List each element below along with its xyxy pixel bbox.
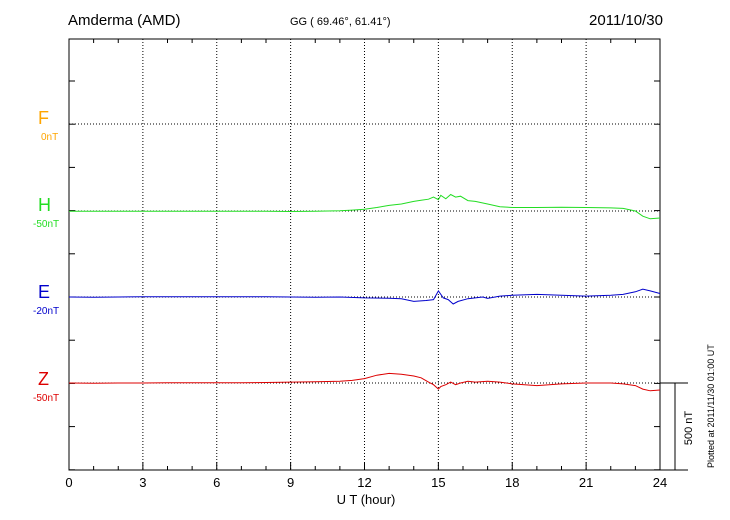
baseline-label-f: 0nT: [41, 132, 59, 143]
series-line-e: [68, 288, 661, 305]
plotted-timestamp: Plotted at 2011/11/30 01:00 UT: [706, 344, 716, 468]
x-tick-label: 9: [287, 475, 294, 490]
component-label-z: Z: [38, 369, 49, 389]
baseline-label-z: -50nT: [33, 393, 60, 404]
scale-bar: 500 nT: [660, 382, 695, 471]
component-label-e: E: [38, 282, 51, 302]
x-tick-label: 6: [213, 475, 220, 490]
station-coordinates: GG ( 69.46°, 61.41°): [290, 16, 391, 28]
component-label-h: H: [38, 195, 51, 215]
series-line-z: [68, 372, 661, 392]
x-tick-label: 3: [139, 475, 146, 490]
x-tick-label: 24: [653, 475, 667, 490]
series-line-h: [69, 193, 661, 220]
baseline-label-h: -50nT: [33, 219, 60, 230]
station-name: Amderma (AMD): [68, 12, 181, 29]
x-tick-label: 12: [357, 475, 371, 490]
x-tick-label: 15: [431, 475, 445, 490]
component-label-f: F: [38, 108, 49, 128]
x-tick-label: 21: [579, 475, 593, 490]
x-tick-label: 18: [505, 475, 519, 490]
x-axis-label: U T (hour): [337, 492, 396, 507]
grid-lines: [69, 39, 660, 470]
scale-bar-label: 500 nT: [683, 411, 695, 446]
x-tick-label: 0: [65, 475, 72, 490]
baseline-label-e: -20nT: [33, 306, 60, 317]
x-axis-ticks: 0 3 6 9 12 15 18 21 24: [65, 39, 667, 490]
y-axis-ticks: [69, 80, 660, 471]
plot-date: 2011/10/30: [589, 12, 663, 29]
